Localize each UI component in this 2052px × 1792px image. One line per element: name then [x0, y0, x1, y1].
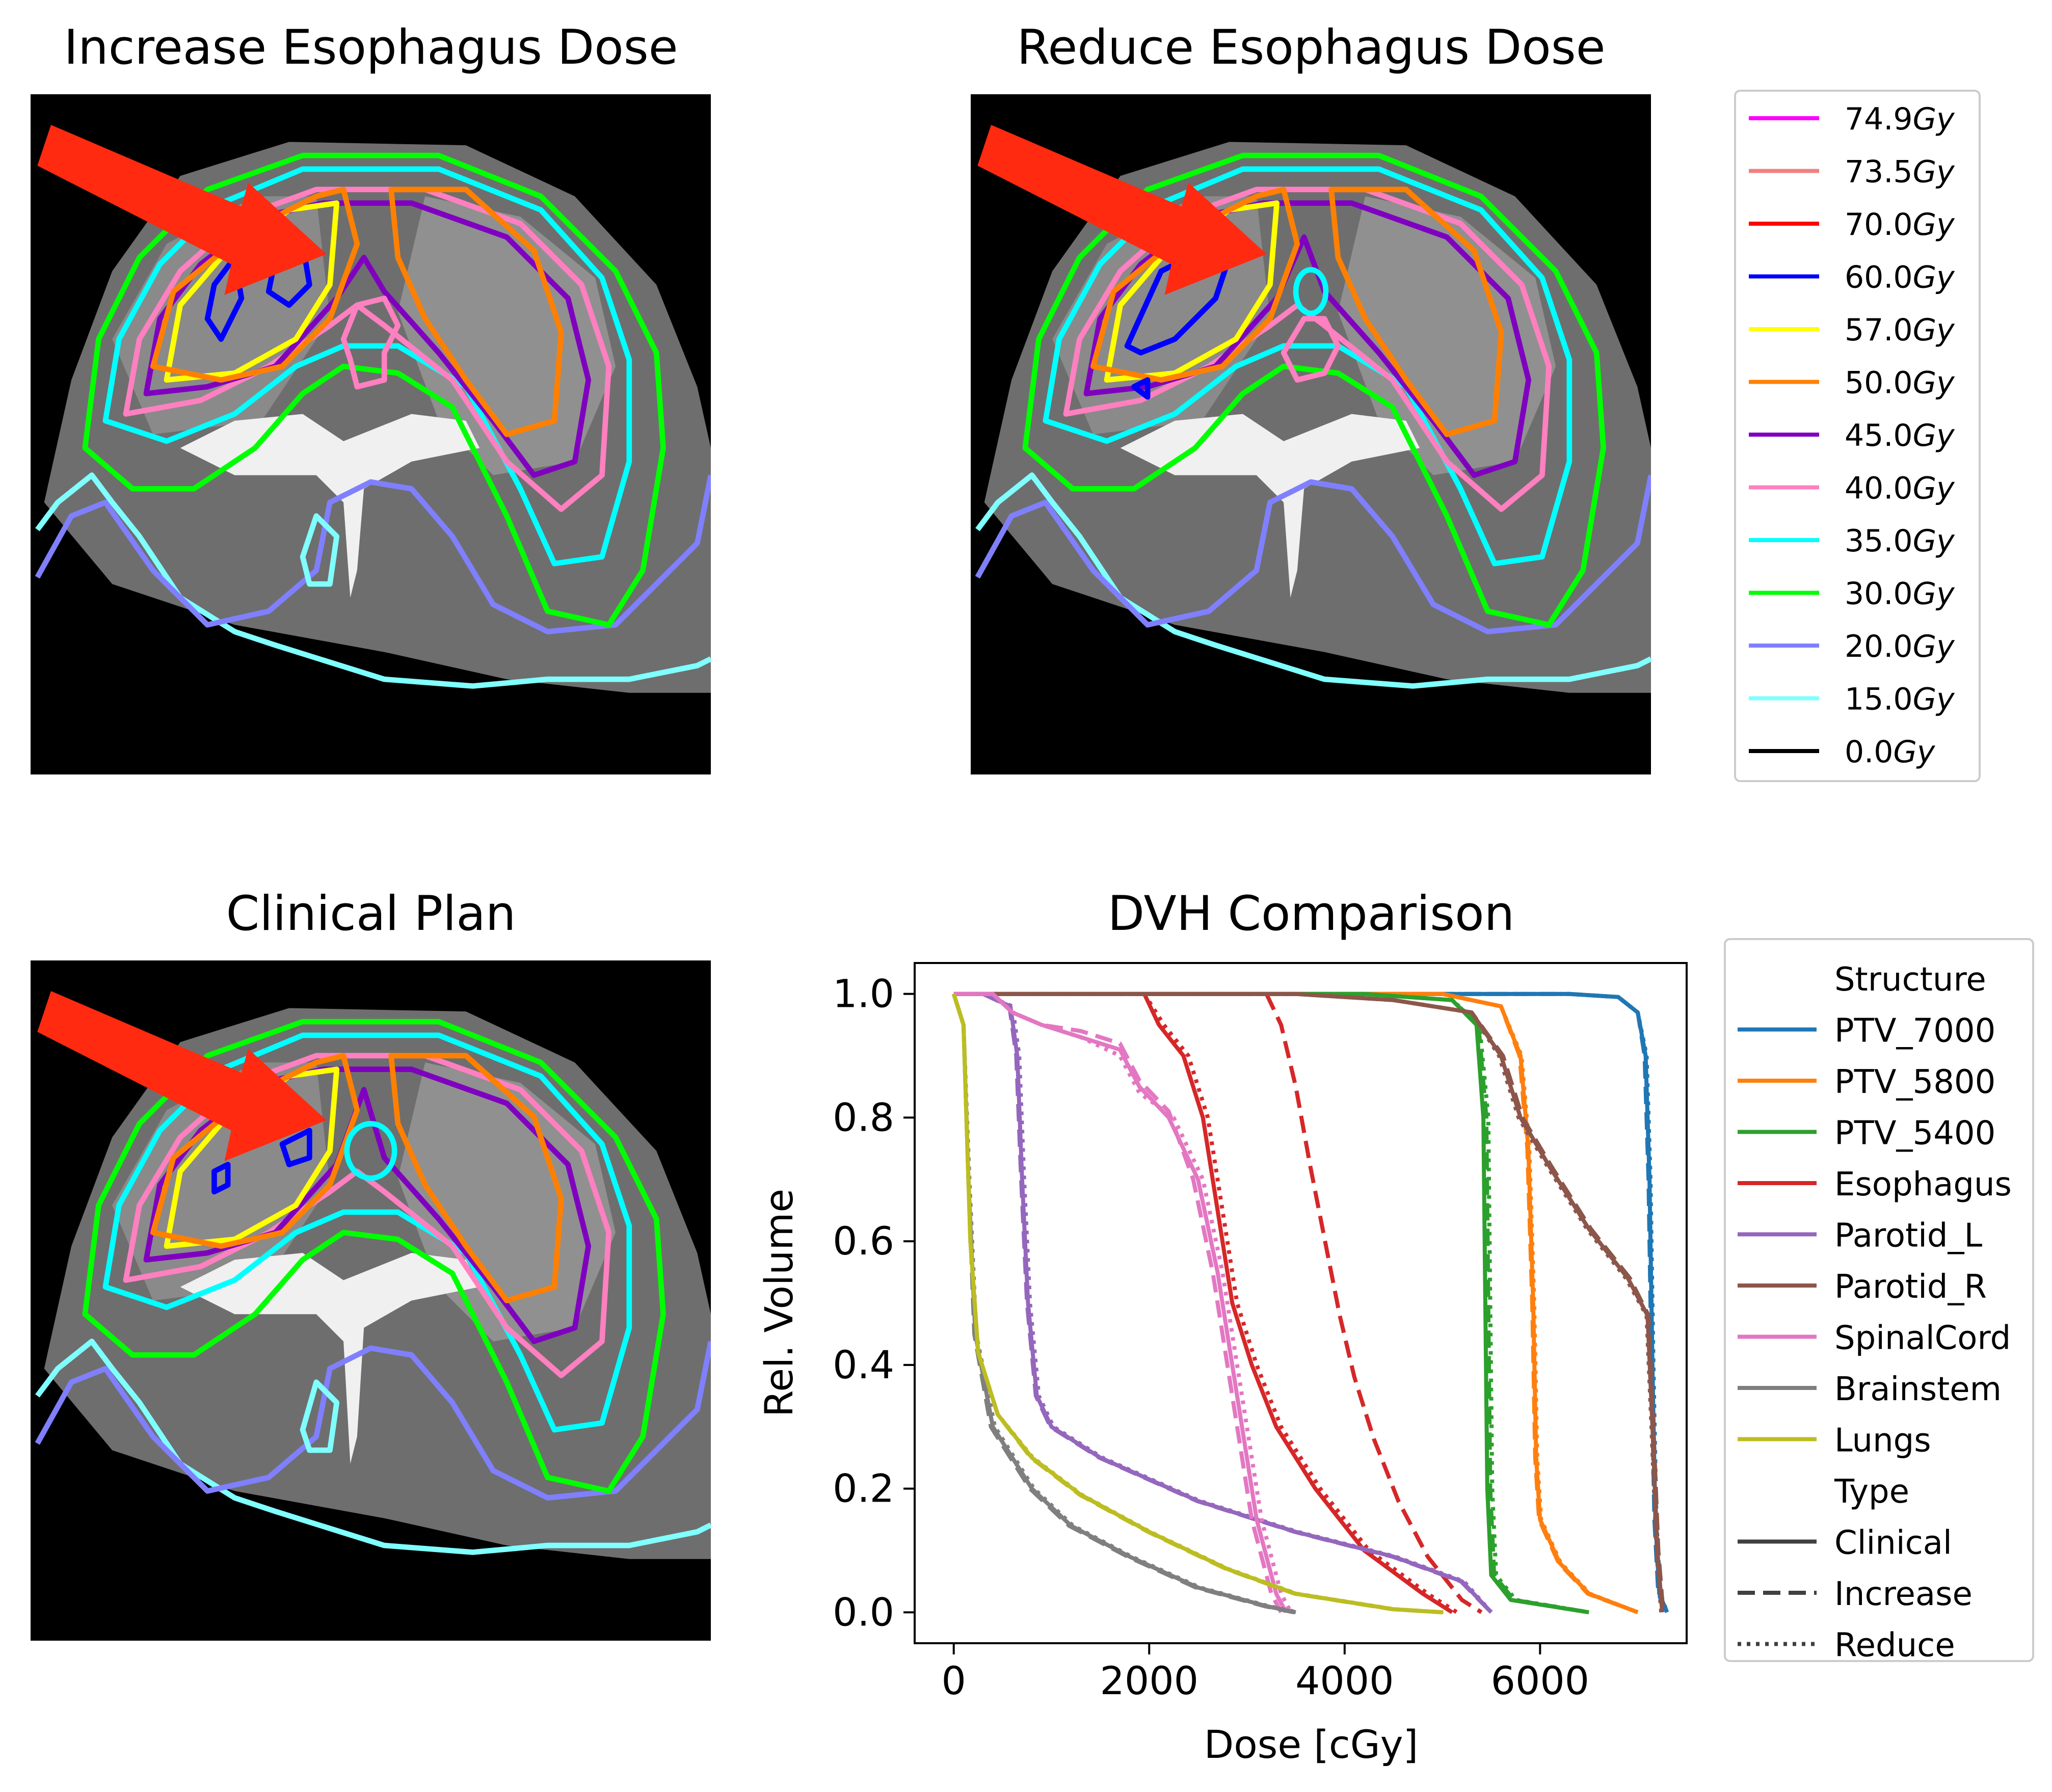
- arrow-icon: [37, 991, 327, 1161]
- panel-clinical: Clinical Plan: [31, 886, 711, 1641]
- legend-label: Parotid_L: [1834, 1217, 1983, 1255]
- isodose-label: 45.0Gy: [1845, 418, 1955, 453]
- dvh-curve-parotid_r-increase: [953, 992, 1665, 1613]
- y-axis-label: Rel. Volume: [756, 1189, 802, 1417]
- isodose-label: 60.0Gy: [1845, 260, 1955, 296]
- x-axis-label: Dose [cGy]: [1204, 1722, 1419, 1767]
- dvh-curve-esophagus-increase: [1264, 993, 1483, 1614]
- dvh-curve-parotid_l-increase: [982, 992, 1493, 1614]
- legend-label: PTV_5800: [1834, 1063, 1995, 1101]
- dvh-curve-esophagus-clinical: [1142, 993, 1453, 1614]
- y-tick-label: 0.4: [833, 1342, 894, 1387]
- legend-label: Reduce: [1834, 1627, 1955, 1665]
- x-tick-label: 0: [942, 1658, 966, 1703]
- legend-label: Parotid_R: [1834, 1268, 1987, 1306]
- dvh-curve-ptv_5800-clinical: [953, 992, 1639, 1615]
- legend-label: Lungs: [1834, 1422, 1931, 1460]
- dvh-curve-ptv_7000-clinical: [953, 992, 1669, 1613]
- isodose-legend: 74.9Gy 73.5Gy 70.0Gy 60.0Gy 57.0Gy 50.0Gy 45.0…: [1734, 90, 1981, 782]
- ct-image-increase: [31, 94, 711, 774]
- isodose-label: 40.0Gy: [1845, 471, 1955, 506]
- isodose-label: 70.0Gy: [1845, 207, 1955, 243]
- y-tick-label: 0.2: [833, 1466, 894, 1511]
- legend-label: Increase: [1834, 1575, 1973, 1613]
- isodose-label: 30.0Gy: [1845, 576, 1955, 612]
- y-tick-label: 0.0: [833, 1589, 894, 1635]
- isodose-label: 15.0Gy: [1845, 682, 1955, 717]
- panel-title-clinical: Clinical Plan: [226, 886, 516, 942]
- dvh-curve-ptv_5800-increase: [953, 992, 1639, 1615]
- dvh-chart: DVH Comparison 0 2000 4000 6000 0.0 0.2 0.4 0.6…: [756, 886, 1688, 1767]
- dvh-curve-lungs-reduce: [951, 993, 1444, 1615]
- dvh-legend: Structure PTV_7000 PTV_5800 PTV_5400 Esophag…: [1724, 938, 2034, 1665]
- dvh-curve-ptv_5400-clinical: [953, 992, 1589, 1615]
- legend-label: Brainstem: [1834, 1371, 2002, 1408]
- dvh-curve-spinalcord-clinical: [953, 992, 1288, 1614]
- legend-label: PTV_5400: [1834, 1115, 1995, 1153]
- isodose-label: 74.9Gy: [1845, 101, 1955, 137]
- x-tick-label: 4000: [1295, 1658, 1394, 1703]
- isodose-label: 0.0Gy: [1845, 734, 1936, 770]
- dvh-curve-parotid_l-reduce: [982, 992, 1493, 1614]
- panel-reduce: Reduce Esophagus Dose: [971, 20, 1651, 774]
- legend-header-type: Type: [1834, 1473, 1909, 1511]
- isodose-label: 20.0Gy: [1845, 629, 1955, 664]
- panel-title-reduce: Reduce Esophagus Dose: [1017, 20, 1605, 75]
- dvh-curve-esophagus-reduce: [1142, 993, 1458, 1614]
- legend-label: SpinalCord: [1834, 1320, 2011, 1357]
- y-tick-label: 1.0: [833, 971, 894, 1017]
- dvh-curve-ptv_7000-reduce: [953, 992, 1669, 1613]
- ct-image-reduce: [971, 94, 1651, 774]
- dvh-curve-ptv_5400-reduce: [953, 992, 1589, 1615]
- dvh-curve-parotid_l-clinical: [982, 992, 1493, 1614]
- isodose-label: 57.0Gy: [1845, 312, 1955, 348]
- legend-label: Clinical: [1834, 1524, 1952, 1562]
- y-tick-label: 0.6: [833, 1218, 894, 1264]
- isodose-label: 35.0Gy: [1845, 523, 1955, 559]
- y-tick-label: 0.8: [833, 1094, 894, 1140]
- dvh-curve-ptv_7000-increase: [953, 992, 1669, 1614]
- isodose-label: 50.0Gy: [1845, 365, 1955, 401]
- isodose-label: 73.5Gy: [1845, 154, 1955, 190]
- panel-title-increase: Increase Esophagus Dose: [64, 20, 678, 75]
- x-tick-label: 6000: [1491, 1658, 1589, 1703]
- legend-header-structure: Structure: [1834, 961, 1986, 999]
- x-tick-label: 2000: [1100, 1658, 1198, 1703]
- arrow-icon: [37, 125, 327, 295]
- dvh-curve-spinalcord-increase: [953, 992, 1283, 1614]
- chart-title: DVH Comparison: [1108, 886, 1514, 942]
- plot-frame: [914, 962, 1688, 1644]
- legend-label: Esophagus: [1834, 1166, 2012, 1203]
- legend-label: PTV_7000: [1834, 1012, 1995, 1050]
- dvh-curve-parotid_r-reduce: [953, 992, 1664, 1613]
- panel-increase: Increase Esophagus Dose: [31, 20, 711, 774]
- arrow-icon: [977, 125, 1267, 295]
- ct-image-clinical: [31, 960, 711, 1641]
